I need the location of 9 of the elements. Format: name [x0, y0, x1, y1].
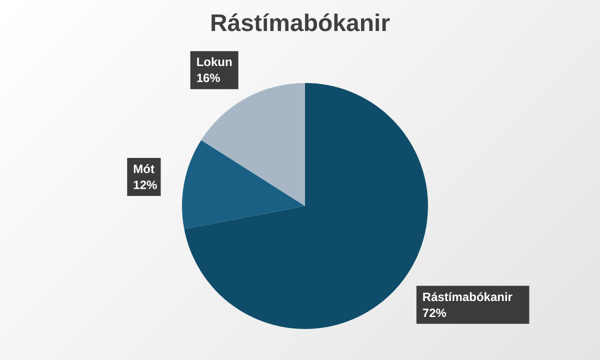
chart-title: Rástímabókanir	[208, 10, 392, 38]
data-label: 72%	[422, 306, 447, 320]
slice-label: Lokun	[196, 55, 232, 70]
slice-label: Mót	[133, 162, 154, 176]
data-label: 12%	[133, 178, 158, 192]
data-label: 16%	[196, 71, 221, 86]
pie-slice	[201, 83, 305, 206]
pie-slice	[182, 140, 305, 230]
slice-label: Rástímabókanir	[422, 290, 513, 304]
